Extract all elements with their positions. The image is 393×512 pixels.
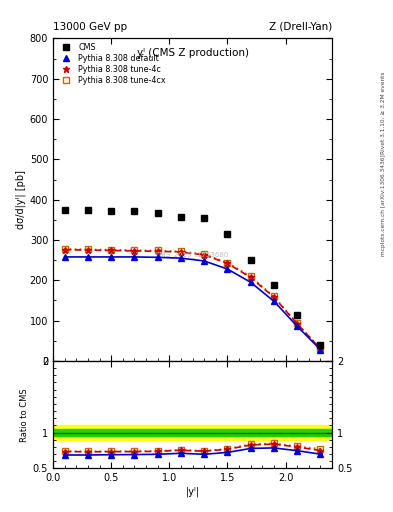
CMS [295,311,299,317]
Pythia 8.308 tune-4c [202,252,207,258]
Pythia 8.308 tune-4cx [132,247,137,253]
Text: Rivet 3.1.10, ≥ 3.2M events: Rivet 3.1.10, ≥ 3.2M events [381,71,386,154]
Pythia 8.308 default [109,254,114,260]
Pythia 8.308 default [132,254,137,260]
Y-axis label: Ratio to CMS: Ratio to CMS [20,388,29,441]
Pythia 8.308 tune-4c [109,247,114,253]
Text: mcplots.cern.ch [arXiv:1306.3436]: mcplots.cern.ch [arXiv:1306.3436] [381,154,386,255]
Pythia 8.308 default [202,258,207,264]
Pythia 8.308 tune-4c [272,294,276,301]
Pythia 8.308 default [155,254,160,261]
Line: Pythia 8.308 tune-4cx: Pythia 8.308 tune-4cx [62,246,323,351]
Text: yᴵ (CMS Z production): yᴵ (CMS Z production) [137,48,248,58]
Line: Pythia 8.308 tune-4c: Pythia 8.308 tune-4c [61,246,324,352]
Pythia 8.308 tune-4c [178,249,183,255]
Pythia 8.308 default [178,255,183,261]
Pythia 8.308 tune-4cx [248,273,253,280]
Pythia 8.308 tune-4cx [202,251,207,257]
Pythia 8.308 tune-4cx [295,321,299,327]
CMS [132,208,137,214]
Pythia 8.308 tune-4c [295,321,299,327]
Bar [53,429,332,436]
Pythia 8.308 tune-4cx [272,293,276,300]
Pythia 8.308 default [295,323,299,329]
CMS [109,207,114,214]
Pythia 8.308 tune-4c [62,247,67,253]
Pythia 8.308 default [248,279,253,285]
Line: Pythia 8.308 default: Pythia 8.308 default [62,254,323,352]
Pythia 8.308 tune-4c [225,260,230,266]
Pythia 8.308 tune-4cx [109,247,114,253]
Pythia 8.308 tune-4cx [62,246,67,252]
CMS [272,282,276,288]
Pythia 8.308 tune-4c [248,274,253,281]
CMS [225,231,230,237]
Pythia 8.308 tune-4c [86,247,90,253]
CMS [248,257,253,263]
Pythia 8.308 tune-4cx [178,248,183,254]
Bar [53,425,332,440]
Pythia 8.308 default [318,347,323,353]
Pythia 8.308 default [86,254,90,260]
CMS [62,207,67,213]
Pythia 8.308 tune-4c [132,248,137,254]
CMS [202,215,207,221]
Pythia 8.308 tune-4c [318,346,323,352]
Pythia 8.308 default [272,298,276,304]
Pythia 8.308 tune-4cx [318,346,323,352]
Line: CMS: CMS [61,206,324,348]
Y-axis label: dσ/d|yᴵ| [pb]: dσ/d|yᴵ| [pb] [15,170,26,229]
CMS [86,207,90,213]
Pythia 8.308 tune-4c [155,248,160,254]
Pythia 8.308 tune-4cx [155,247,160,253]
Pythia 8.308 default [225,266,230,272]
Text: Z (Drell-Yan): Z (Drell-Yan) [269,22,332,32]
Pythia 8.308 tune-4cx [86,246,90,252]
CMS [318,342,323,348]
CMS [155,209,160,216]
CMS [178,214,183,220]
Text: CMS_2019_I1753680: CMS_2019_I1753680 [156,251,229,258]
Pythia 8.308 tune-4cx [225,260,230,266]
X-axis label: |yᴵ|: |yᴵ| [185,486,200,497]
Pythia 8.308 default [62,254,67,260]
Legend: CMS, Pythia 8.308 default, Pythia 8.308 tune-4c, Pythia 8.308 tune-4cx: CMS, Pythia 8.308 default, Pythia 8.308 … [56,41,168,87]
Text: 13000 GeV pp: 13000 GeV pp [53,22,127,32]
